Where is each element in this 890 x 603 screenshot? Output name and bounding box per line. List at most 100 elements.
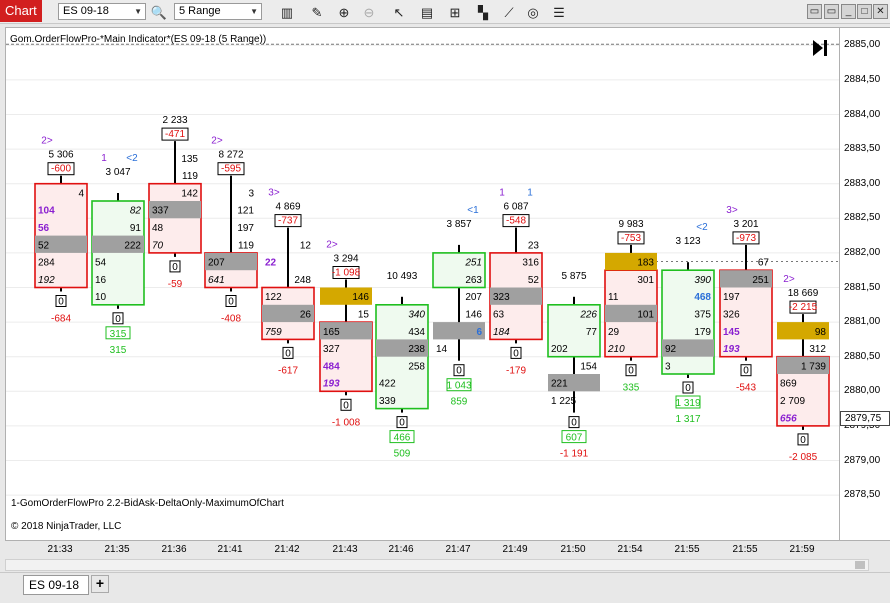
bid-volume: 422 [379,379,396,390]
window-tile-icon[interactable]: ▭ [807,4,822,19]
ask-volume: 135 [181,154,198,165]
ask-volume: 119 [238,240,254,251]
poc-row [205,252,257,271]
counter-value: 0 [399,418,405,429]
ask-volume: 251 [752,275,769,286]
bid-volume: 16 [95,275,107,286]
delta-box-value: -548 [506,216,526,227]
delta-box [617,231,645,245]
stacked-imbalance-label: <2 [696,222,708,233]
bid-volume: 207 [208,258,225,269]
bar-volume: 3 294 [333,254,358,265]
ask-volume: 316 [522,258,539,269]
counter-box [396,416,408,429]
cumulative-value: 1 043 [446,381,471,392]
ask-volume: 154 [580,361,597,372]
delta-box-value: -471 [165,129,185,140]
zoom-out-icon[interactable]: ⊖ [363,4,375,20]
window-tile-icon[interactable]: ▭ [824,4,839,19]
x-axis-label: 21:50 [560,544,586,555]
counter-value: 0 [58,297,64,308]
price-axis[interactable]: 2878,502879,002879,502880,002880,502881,… [840,27,890,541]
stacked-imbalance-label: 2> [783,274,795,285]
counter-box [682,381,694,394]
delta-box-value: -753 [621,233,641,244]
ask-volume: 3 [248,188,254,199]
bar-volume: 9 983 [618,219,643,230]
properties-icon[interactable]: ☰ [553,4,565,20]
copyright: © 2018 NinjaTrader, LLC [11,521,122,532]
interval-value: 5 Range [179,5,221,17]
ask-volume: 197 [237,223,254,234]
cumulative-value: 607 [566,433,583,444]
current-price-marker: 2879,75 [840,411,890,426]
bid-volume: 2 709 [780,396,805,407]
bar-volume: 10 493 [387,271,418,282]
chart-trader-icon[interactable]: ⟋ [504,4,514,20]
imbalance-row [320,287,372,305]
horizontal-scrollbar[interactable] [5,559,869,571]
bar-style-icon[interactable]: ▥ [280,4,294,20]
bid-volume: 92 [665,344,677,355]
ask-volume: 4 [78,188,84,199]
counter-value: 0 [800,435,806,446]
y-axis-label: 2883,50 [844,143,881,155]
y-axis-label: 2880,00 [844,385,881,397]
bid-volume: 22 [265,258,277,269]
counter-value: 0 [456,366,462,377]
ask-volume: 52 [528,275,540,286]
candle-body [547,303,601,358]
delta-box-value: -737 [278,216,298,227]
poc-row [548,374,600,392]
x-axis-label: 21:41 [217,544,243,555]
bid-volume: 184 [493,327,510,338]
bar-delta: -684 [51,314,71,325]
add-tab-button[interactable]: + [91,575,109,593]
ask-volume: 101 [637,309,654,320]
zoom-in-icon[interactable]: ⊕ [338,4,350,20]
counter-box [625,364,637,377]
delta-box-value: -973 [736,233,756,244]
pencil-icon[interactable]: ✎ [311,4,323,20]
delta-box [217,162,245,176]
chart-panel[interactable]: 4 104 56 52 284 192 5 306 -600 2> 0 -684 82 91 222 54 1… [5,27,840,541]
poc-row [149,201,201,219]
data-box-icon[interactable]: ▤ [420,4,434,20]
bar-volume: 3 047 [105,167,130,178]
bid-volume: 193 [323,379,340,390]
close-icon[interactable]: ✕ [873,4,888,19]
maximize-icon[interactable]: □ [857,4,872,19]
ask-volume: 121 [237,206,254,217]
bid-volume: 484 [323,361,340,372]
search-icon[interactable]: 🔍 [150,4,168,20]
minimize-icon[interactable]: _ [841,4,856,19]
delta-box [502,214,530,228]
scroll-to-end-icon[interactable] [812,39,828,57]
counter-box [740,364,752,377]
bar-delta: -1 191 [560,449,589,460]
indicators-icon[interactable]: ⊞ [449,4,461,20]
ask-volume: 340 [408,309,425,320]
pointer-icon[interactable]: ↖ [393,4,405,20]
ask-volume: 142 [181,188,198,199]
bid-volume: 145 [723,327,740,338]
y-axis-label: 2879,00 [844,454,881,466]
strategies-icon[interactable]: ▚ [478,4,488,20]
counter-box [568,416,580,429]
bar-delta: -543 [736,383,756,394]
delta-box [274,214,302,228]
instrument-selector[interactable]: ES 09-18 ▼ [58,3,146,20]
stacked-imbalance-label: 2> [326,240,338,251]
toolbar: Chart ES 09-18 ▼ 🔍 5 Range ▼ ▥ ✎ ⊕ ⊖ ↖ ▤… [0,0,890,24]
tab-es-09-18[interactable]: ES 09-18 [23,575,89,595]
bid-volume: 326 [723,309,740,320]
bid-volume: 656 [780,413,797,424]
scrollbar-thumb[interactable] [855,561,865,569]
stacked-imbalance-label: 3> [726,205,738,216]
cumulative-box [105,326,131,340]
stacked-imbalance-label: 1 [527,188,533,199]
y-axis-label: 2884,50 [844,73,881,85]
refresh-icon[interactable]: ◎ [527,4,539,20]
interval-selector[interactable]: 5 Range ▼ [174,3,262,20]
